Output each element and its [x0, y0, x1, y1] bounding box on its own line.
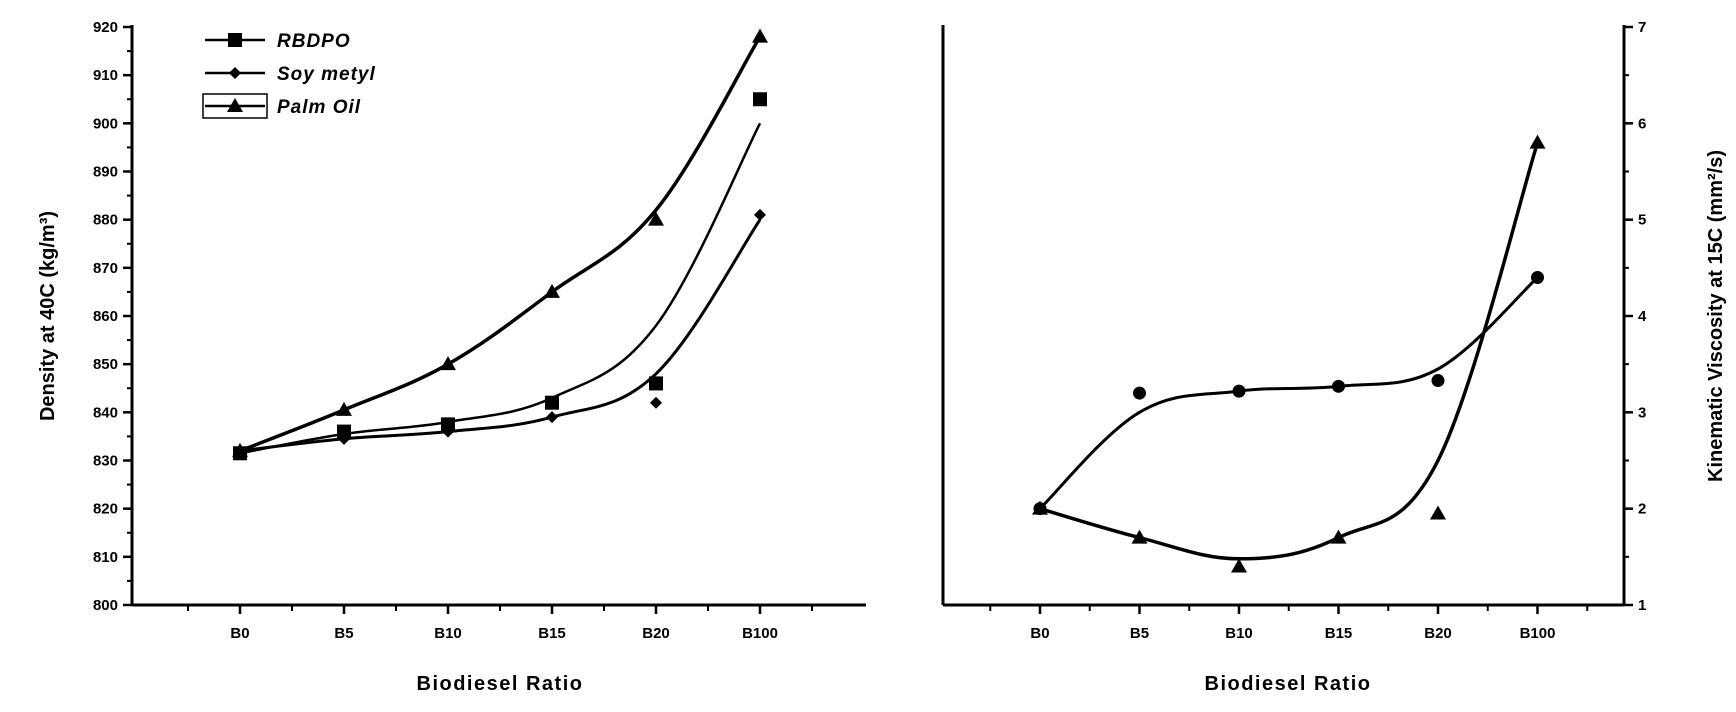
x-tick-label-b5: B5: [334, 625, 353, 642]
data-point-series-1-b15: [1332, 379, 1345, 393]
x-tick-label-b5: B5: [1130, 625, 1149, 642]
viscosity-chart: B0 B5 B10 B15 B20 B100 1 2 3 4 5 6 7 Biodiesel Ratio K…: [941, 19, 1727, 695]
legend-label-soy-metyl: Soy metyl: [277, 64, 376, 85]
legend-marker-palm-oil: [227, 98, 243, 112]
data-point-palm-oil-b15: [544, 283, 560, 298]
x-tick-label-b20: B20: [1424, 625, 1452, 642]
series-line-series-1: [1038, 276, 1539, 510]
legend-label-palm-oil: Palm Oil: [277, 97, 361, 118]
x-tick-label-b100: B100: [1520, 625, 1556, 642]
data-point-series-2-b15: [1330, 529, 1347, 544]
data-point-palm-oil-b5: [336, 401, 352, 416]
data-point-rbdpo-b5: [337, 424, 351, 439]
x-axis-title: Biodiesel Ratio: [417, 673, 584, 695]
data-point-series-2-b5: [1131, 529, 1148, 544]
data-point-soy-metyl-b15: [546, 411, 558, 424]
data-point-soy-metyl-b20: [650, 396, 662, 409]
data-point-palm-oil-b20: [648, 211, 664, 226]
y-tick-label-840: 840: [93, 404, 118, 421]
y-tick-label-920: 920: [93, 19, 118, 36]
data-point-rbdpo-b15: [545, 395, 559, 410]
data-point-series-1-b20: [1431, 374, 1445, 388]
data-point-series-1-b100: [1531, 270, 1544, 284]
y-tick-label-2: 2: [1638, 501, 1646, 518]
y-tick-label-6: 6: [1638, 115, 1646, 132]
y-tick-label-890: 890: [93, 164, 118, 181]
data-point-series-1-b5: [1133, 386, 1146, 400]
data-point-series-2-b100: [1529, 134, 1546, 149]
x-tick-label-b100: B100: [742, 625, 778, 642]
y-tick-label-820: 820: [93, 501, 118, 518]
data-point-series-2-b10: [1231, 558, 1247, 573]
data-point-soy-metyl-b100: [754, 208, 766, 221]
y-tick-label-860: 860: [93, 308, 118, 325]
y-tick-label-800: 800: [93, 597, 118, 614]
y-tick-label-830: 830: [93, 453, 118, 470]
legend-marker-rbdpo: [228, 33, 242, 47]
data-point-palm-oil-b10: [440, 356, 456, 371]
x-tick-label-b0: B0: [1030, 625, 1049, 642]
series-palm-oil: [232, 28, 768, 457]
data-point-soy-metyl-b10: [442, 425, 454, 438]
data-point-series-2-b0: [1032, 500, 1048, 515]
y-tick-label-4: 4: [1638, 308, 1647, 325]
y-tick-label-880: 880: [93, 212, 118, 229]
data-point-series-1-b10: [1232, 384, 1246, 398]
y-tick-label-850: 850: [93, 356, 118, 373]
data-point-rbdpo-b100: [753, 92, 767, 107]
y-tick-label-3: 3: [1638, 404, 1646, 421]
y-tick-label-910: 910: [93, 67, 118, 84]
y-tick-label-7: 7: [1638, 19, 1646, 36]
x-tick-label-b20: B20: [642, 625, 670, 642]
legend-label-rbdpo: RBDPO: [277, 31, 351, 52]
y-axis-title: Kinematic Viscosity at 15C (mm²/s): [1705, 150, 1727, 482]
y-tick-label-870: 870: [93, 260, 118, 277]
density-chart: B0 B5 B10 B15 B20 B100 800 810 820 830 840 850 860 87…: [37, 19, 866, 695]
data-point-palm-oil-b0: [232, 442, 248, 457]
x-tick-label-b15: B15: [1325, 625, 1353, 642]
x-tick-label-b0: B0: [230, 625, 249, 642]
x-tick-label-b10: B10: [434, 625, 462, 642]
data-point-palm-oil-b100: [752, 28, 768, 43]
data-point-rbdpo-b10: [441, 417, 455, 432]
x-tick-label-b10: B10: [1225, 625, 1253, 642]
series-series-1: [1033, 270, 1544, 516]
legend-marker-soy-metyl: [229, 67, 241, 79]
legend: RBDPO Soy metyl Palm Oil: [202, 31, 376, 119]
y-tick-label-1: 1: [1638, 597, 1646, 614]
legend-swatch-box: [202, 93, 268, 119]
x-tick-label-b15: B15: [538, 625, 566, 642]
data-point-series-2-b20: [1430, 505, 1446, 520]
y-axis-title: Density at 40C (kg/m³): [37, 211, 59, 421]
series-line-soy-metyl: [239, 218, 762, 453]
data-point-soy-metyl-b5: [338, 432, 350, 445]
y-tick-label-810: 810: [93, 549, 118, 566]
series-soy-metyl: [234, 208, 766, 457]
data-point-rbdpo-b20: [649, 376, 663, 391]
x-axis-title: Biodiesel Ratio: [1205, 673, 1372, 695]
y-tick-label-5: 5: [1638, 212, 1646, 229]
series-series-2: [1032, 134, 1546, 573]
series-rbdpo: [233, 92, 767, 461]
y-tick-label-900: 900: [93, 115, 118, 132]
